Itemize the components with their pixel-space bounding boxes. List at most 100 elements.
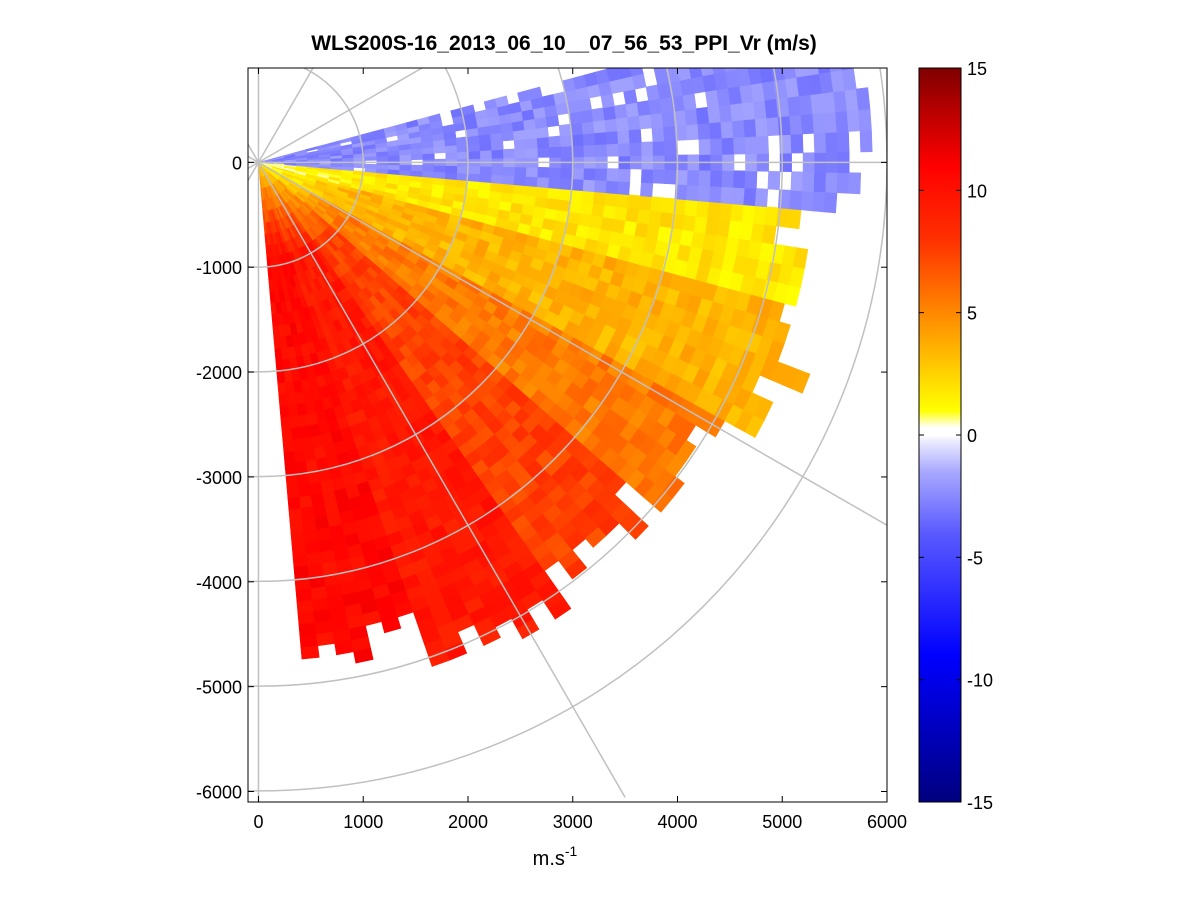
scan-cell <box>513 138 527 150</box>
scan-cell <box>626 517 649 540</box>
scan-cell <box>648 98 663 115</box>
scan-cell <box>525 137 539 149</box>
polar-spoke <box>258 68 424 164</box>
scan-cell <box>468 150 481 160</box>
scan-cell <box>525 166 539 178</box>
scan-cell <box>627 194 641 210</box>
scan-cell <box>445 151 458 160</box>
scan-cell <box>284 462 298 476</box>
scan-cell <box>512 184 526 196</box>
scan-cell <box>766 116 780 137</box>
scan-cell <box>731 119 746 138</box>
scan-cell <box>490 140 504 151</box>
scan-cell <box>605 180 619 195</box>
scan-layer <box>258 68 873 667</box>
scan-cell <box>720 186 734 205</box>
scan-cell <box>410 153 424 161</box>
scan-cell <box>565 558 588 580</box>
scan-cell <box>823 111 838 134</box>
scan-cell <box>548 177 562 190</box>
scan-cell <box>606 143 620 157</box>
scan-cell <box>743 118 757 138</box>
polar-spoke <box>248 142 260 163</box>
scan-cell <box>661 111 676 128</box>
scan-cell <box>300 506 316 521</box>
scan-cell <box>615 193 630 209</box>
scan-cell <box>281 428 293 442</box>
scan-cell <box>548 146 562 158</box>
scan-cell <box>652 140 666 156</box>
colorbar-tick-label: -10 <box>967 671 993 691</box>
scan-cell <box>522 194 537 207</box>
scan-cell <box>697 185 711 203</box>
scan-cell <box>511 193 525 205</box>
scan-cell <box>536 176 550 189</box>
scan-cell <box>640 182 654 198</box>
scan-cell <box>790 133 804 154</box>
scan-cell <box>285 473 299 488</box>
scan-cell <box>559 177 573 191</box>
scan-cell <box>528 86 543 100</box>
scan-cell <box>627 115 641 131</box>
scan-cell <box>468 165 481 175</box>
scan-cell <box>558 123 572 137</box>
scan-cell <box>802 171 815 192</box>
scan-cell <box>534 196 548 209</box>
scan-cell <box>582 132 596 146</box>
scan-cell <box>525 147 539 159</box>
scan-cell <box>514 166 527 177</box>
scan-cell <box>579 201 594 216</box>
scan-cell <box>543 207 558 221</box>
scan-cell <box>787 95 802 117</box>
scan-cell <box>502 174 516 186</box>
scan-cell <box>537 166 550 178</box>
y-tick-label: -1000 <box>196 258 242 278</box>
scan-cell <box>445 642 468 661</box>
scan-cell <box>299 634 319 648</box>
scan-cell <box>604 192 618 207</box>
scan-cell <box>700 68 715 77</box>
scan-cell <box>535 186 549 199</box>
scan-cell <box>629 141 643 157</box>
scan-cell <box>625 207 640 223</box>
y-tick-label: -4000 <box>196 573 242 593</box>
scan-cell <box>571 178 585 192</box>
scan-cell <box>708 121 723 140</box>
scan-cell <box>444 178 458 187</box>
scan-cell <box>512 129 526 141</box>
scan-cell <box>829 68 843 73</box>
scan-cell <box>650 196 664 213</box>
x-axis-label-superscript: -1 <box>565 843 578 859</box>
scan-cell <box>502 166 516 177</box>
scan-cell <box>695 200 710 218</box>
y-tick-label: -3000 <box>196 468 242 488</box>
scan-cell <box>855 87 871 111</box>
scan-cell <box>478 626 501 647</box>
scan-cell <box>614 103 628 119</box>
scan-cell <box>718 104 733 123</box>
axes-frame <box>247 67 888 803</box>
scan-cell <box>759 68 775 83</box>
scan-cell <box>591 107 606 122</box>
scan-cell <box>707 105 722 124</box>
scan-cell <box>428 113 442 124</box>
scan-cell <box>445 165 458 174</box>
scan-cell <box>602 204 617 220</box>
scan-cell <box>547 187 561 200</box>
scan-cell <box>606 68 622 82</box>
scan-cell <box>743 187 757 207</box>
scan-cell <box>399 164 412 171</box>
scan-cell <box>677 68 692 81</box>
scan-cell <box>664 140 677 156</box>
scan-cell <box>399 169 412 177</box>
scan-cell <box>724 68 737 72</box>
scan-cell <box>422 164 435 172</box>
scan-cell <box>663 475 685 499</box>
scan-cell <box>479 173 493 184</box>
scan-cell <box>570 189 584 203</box>
x-axis: 0 1000 2000 3000 4000 5000 6000 <box>253 68 907 832</box>
scan-cell <box>548 598 572 620</box>
scan-cell <box>636 100 651 116</box>
scan-cell <box>623 88 638 105</box>
scan-cell <box>698 138 712 156</box>
